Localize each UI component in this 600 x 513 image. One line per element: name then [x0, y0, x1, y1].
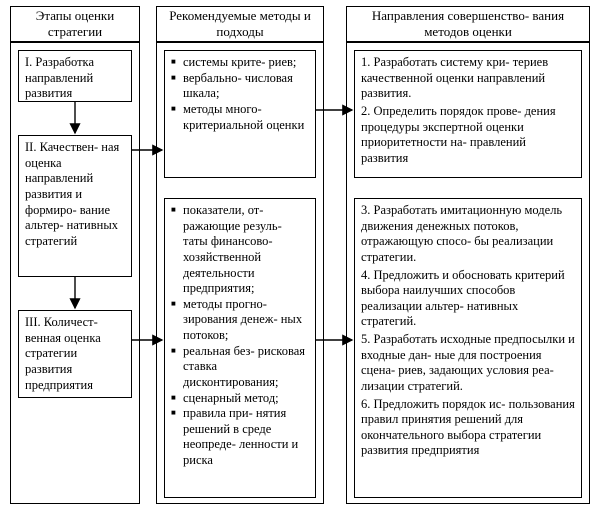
- stage-2: II. Качествен- ная оценка направлений ра…: [18, 135, 132, 277]
- list-item: вербально- числовая шкала;: [171, 71, 309, 102]
- col-header-directions: Направления совершенство- вания методов …: [346, 6, 590, 42]
- methods-2: показатели, от- ражающие резуль- таты фи…: [164, 198, 316, 498]
- list-item: показатели, от- ражающие резуль- таты фи…: [171, 203, 309, 297]
- diagram-canvas: Этапы оценки стратегии Рекомендуемые мет…: [0, 0, 600, 513]
- list-item: 6. Предложить порядок ис- пользования пр…: [361, 397, 575, 460]
- methods-2-list: показатели, от- ражающие резуль- таты фи…: [171, 203, 309, 469]
- directions-2: 3. Разработать имитационную модель движе…: [354, 198, 582, 498]
- stage-3: III. Количест- венная оценка стратегии р…: [18, 310, 132, 398]
- col-header-methods: Рекомендуемые методы и подходы: [156, 6, 324, 42]
- list-item: 5. Разработать исходные предпосылки и вх…: [361, 332, 575, 395]
- list-item: 3. Разработать имитационную модель движе…: [361, 203, 575, 266]
- stage-1: I. Разработка направлений развития: [18, 50, 132, 102]
- list-item: 4. Предложить и обосновать критерий выбо…: [361, 268, 575, 331]
- methods-1: системы крите- риев;вербально- числовая …: [164, 50, 316, 178]
- list-item: методы много- критериальной оценки: [171, 102, 309, 133]
- list-item: системы крите- риев;: [171, 55, 309, 71]
- list-item: 2. Определить порядок прове- дения проце…: [361, 104, 575, 167]
- methods-1-list: системы крите- риев;вербально- числовая …: [171, 55, 309, 133]
- list-item: правила при- нятия решений в среде неопр…: [171, 406, 309, 469]
- list-item: методы прогно- зирования денеж- ных пото…: [171, 297, 309, 344]
- list-item: 1. Разработать систему кри- териев качес…: [361, 55, 575, 102]
- list-item: реальная без- рисковая ставка дисконтиро…: [171, 344, 309, 391]
- directions-1: 1. Разработать систему кри- териев качес…: [354, 50, 582, 178]
- col-header-stages: Этапы оценки стратегии: [10, 6, 140, 42]
- list-item: сценарный метод;: [171, 391, 309, 407]
